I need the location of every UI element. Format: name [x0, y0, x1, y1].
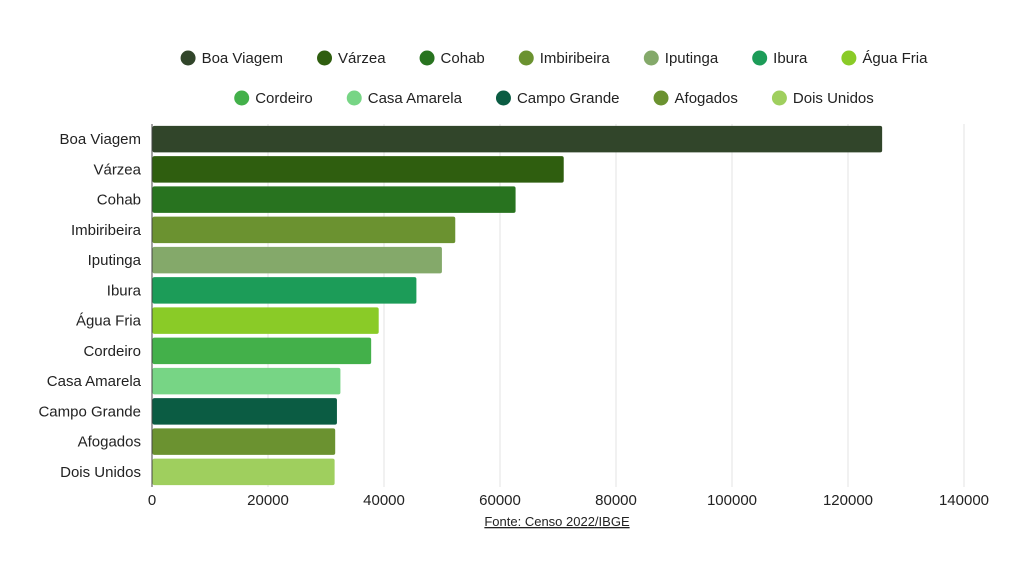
legend-label: Várzea [338, 50, 386, 67]
legend-item[interactable]: Imbiribeira [518, 50, 611, 67]
x-tick-label: 60000 [479, 492, 521, 509]
bar[interactable] [152, 186, 516, 213]
x-tick-label: 120000 [823, 492, 873, 509]
legend-marker [752, 50, 768, 66]
legend-marker [180, 50, 196, 66]
legend-marker [841, 50, 857, 66]
bar[interactable] [152, 337, 372, 365]
category-labels: Boa Viagem Várzea Cohab Imbiribeira Iputinga… [38, 131, 141, 481]
legend-marker [643, 50, 659, 66]
legend-item[interactable]: Dois Unidos [771, 90, 874, 107]
legend-label: Iputinga [665, 50, 719, 67]
legend-marker [234, 90, 250, 106]
legend-item[interactable]: Várzea [317, 50, 386, 67]
category-label: Dois Unidos [60, 464, 141, 481]
legend-label: Ibura [773, 50, 808, 67]
x-tick-label: 80000 [595, 492, 637, 509]
legend-label: Campo Grande [517, 90, 620, 107]
legend-marker [317, 50, 333, 66]
legend-label: Afogados [675, 90, 738, 107]
category-label: Boa Viagem [60, 131, 141, 148]
legend-marker [346, 90, 362, 106]
category-label: Cohab [97, 192, 141, 209]
legend-label: Boa Viagem [202, 50, 283, 67]
bar[interactable] [152, 216, 456, 244]
legend-marker [771, 90, 787, 106]
bar[interactable] [152, 277, 417, 304]
bars [152, 125, 883, 486]
category-label: Campo Grande [38, 403, 141, 420]
legend-item[interactable]: Água Fria [841, 50, 928, 67]
x-axis-tick-labels: 0 20000 40000 60000 80000 100000 120000 140000 [148, 492, 989, 509]
x-tick-label: 40000 [363, 492, 405, 509]
legend: Boa Viagem Várzea Cohab Imbiribeira Iputinga… [180, 50, 928, 107]
legend-label: Água Fria [862, 50, 928, 67]
source-note[interactable]: Fonte: Censo 2022/IBGE [484, 514, 630, 529]
legend-label: Cordeiro [255, 90, 313, 107]
legend-marker [419, 50, 435, 66]
category-label: Casa Amarela [47, 373, 142, 390]
x-tick-label: 20000 [247, 492, 289, 509]
category-label: Água Fria [76, 313, 142, 330]
bar[interactable] [152, 156, 564, 183]
legend-item[interactable]: Cordeiro [234, 90, 313, 107]
legend-label: Casa Amarela [368, 90, 463, 107]
category-label: Afogados [78, 434, 141, 451]
category-label: Imbiribeira [71, 222, 142, 239]
legend-marker [653, 90, 669, 106]
bar[interactable] [152, 458, 335, 486]
bar[interactable] [152, 398, 337, 425]
legend-label: Imbiribeira [540, 50, 611, 67]
legend-item[interactable]: Boa Viagem [180, 50, 283, 67]
legend-marker [518, 50, 534, 66]
legend-label: Cohab [441, 50, 485, 67]
category-label: Várzea [93, 161, 141, 178]
legend-item[interactable]: Iputinga [643, 50, 719, 67]
bar[interactable] [152, 428, 336, 455]
category-label: Ibura [107, 282, 142, 299]
x-tick-label: 0 [148, 492, 156, 509]
bar[interactable] [152, 246, 442, 274]
bar[interactable] [152, 367, 341, 395]
category-label: Iputinga [88, 252, 142, 269]
legend-item[interactable]: Campo Grande [495, 90, 620, 107]
legend-item[interactable]: Ibura [752, 50, 808, 67]
bar[interactable] [152, 307, 379, 334]
category-label: Cordeiro [83, 343, 141, 360]
x-tick-label: 100000 [707, 492, 757, 509]
x-tick-label: 140000 [939, 492, 989, 509]
legend-marker [495, 90, 511, 106]
gridlines [151, 124, 965, 487]
legend-item[interactable]: Cohab [419, 50, 485, 67]
legend-item[interactable]: Afogados [653, 90, 738, 107]
bar[interactable] [152, 125, 883, 153]
legend-label: Dois Unidos [793, 90, 874, 107]
legend-item[interactable]: Casa Amarela [346, 90, 463, 107]
